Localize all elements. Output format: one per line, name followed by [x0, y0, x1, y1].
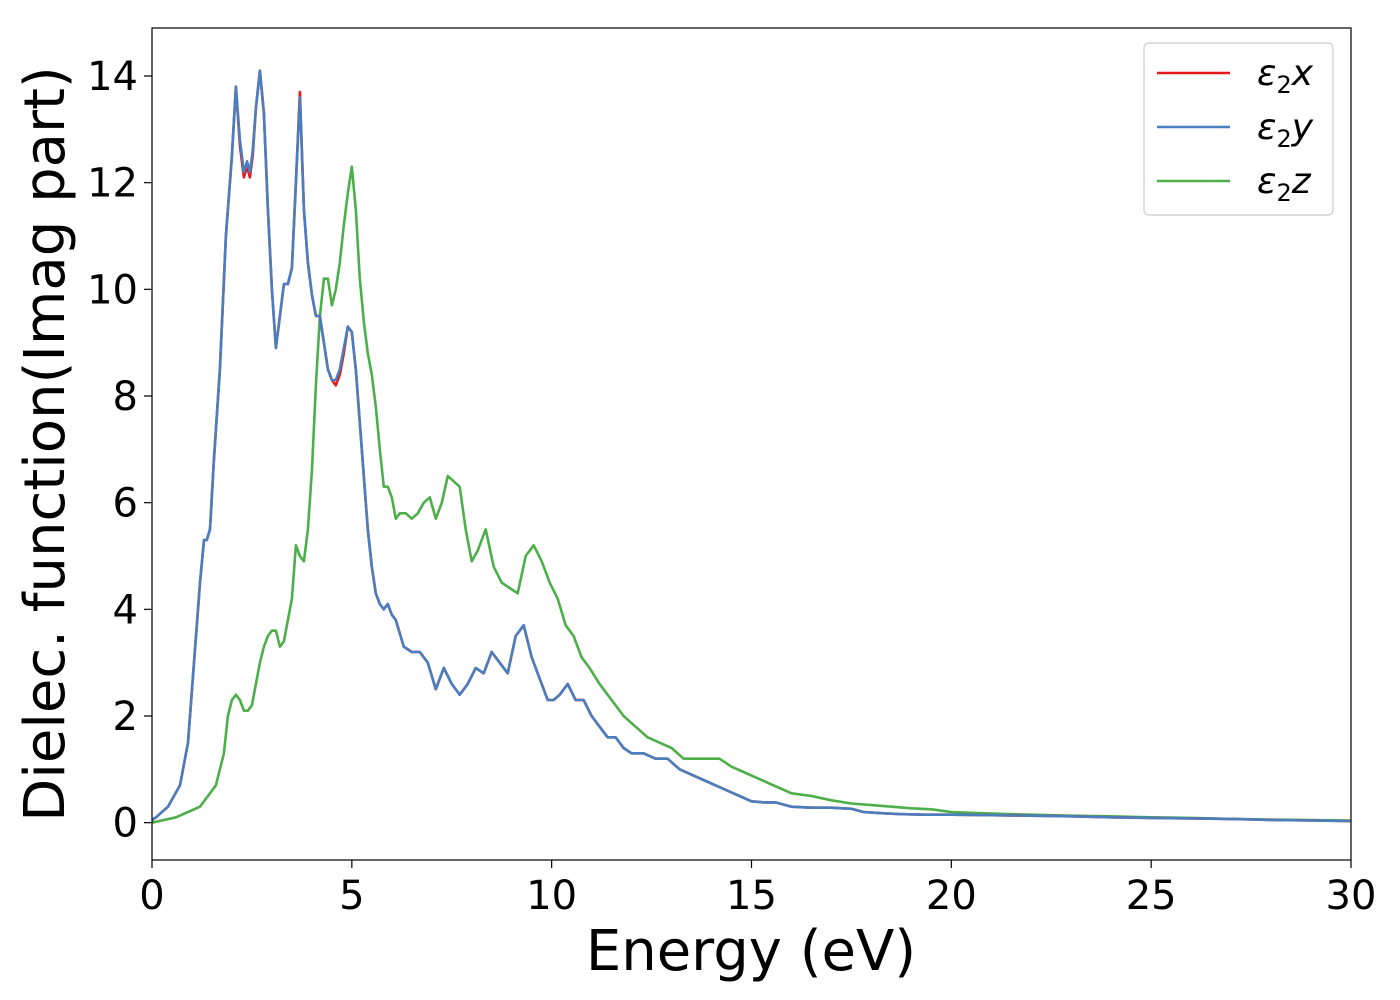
legend-label-z: ε2z	[1257, 161, 1312, 207]
x-tick-label: 25	[1126, 873, 1177, 919]
legend-box	[1143, 42, 1334, 216]
y-tick-label: 0	[113, 801, 138, 847]
y-axis: 0 2 4 6 8 10 12 14	[87, 54, 152, 847]
y-tick-label: 10	[87, 267, 138, 313]
y-tick-label: 8	[113, 374, 138, 420]
x-axis-title: Energy (eV)	[586, 919, 916, 984]
x-tick-label: 15	[726, 873, 777, 919]
legend-component: z	[1291, 161, 1312, 202]
y-axis-title: Dielec. function(Imag part)	[13, 66, 78, 822]
x-tick-label: 20	[926, 873, 977, 919]
legend-label-y: ε2y	[1257, 107, 1314, 153]
legend-epsilon: ε	[1257, 107, 1276, 148]
legend-subscript: 2	[1276, 125, 1291, 153]
legend-label-x: ε2x	[1257, 53, 1314, 99]
y-tick-label: 12	[87, 161, 138, 207]
x-tick-label: 5	[339, 873, 364, 919]
x-axis: 0 5 10 15 20 25 30	[139, 860, 1376, 919]
x-tick-label: 0	[139, 873, 164, 919]
legend-component: x	[1291, 53, 1314, 94]
y-tick-label: 2	[113, 694, 138, 740]
legend-subscript: 2	[1276, 71, 1291, 99]
legend-subscript: 2	[1276, 179, 1291, 207]
series-layer	[151, 69, 1352, 824]
legend-component: y	[1291, 107, 1314, 148]
legend-epsilon: ε	[1257, 53, 1276, 94]
series-line-z	[151, 165, 1352, 824]
legend-epsilon: ε	[1257, 161, 1276, 202]
x-tick-label: 30	[1326, 873, 1377, 919]
y-tick-label: 6	[113, 481, 138, 527]
series-line-y	[151, 69, 1352, 823]
y-tick-label: 14	[87, 54, 138, 100]
y-tick-label: 4	[113, 587, 138, 633]
x-tick-label: 10	[526, 873, 577, 919]
